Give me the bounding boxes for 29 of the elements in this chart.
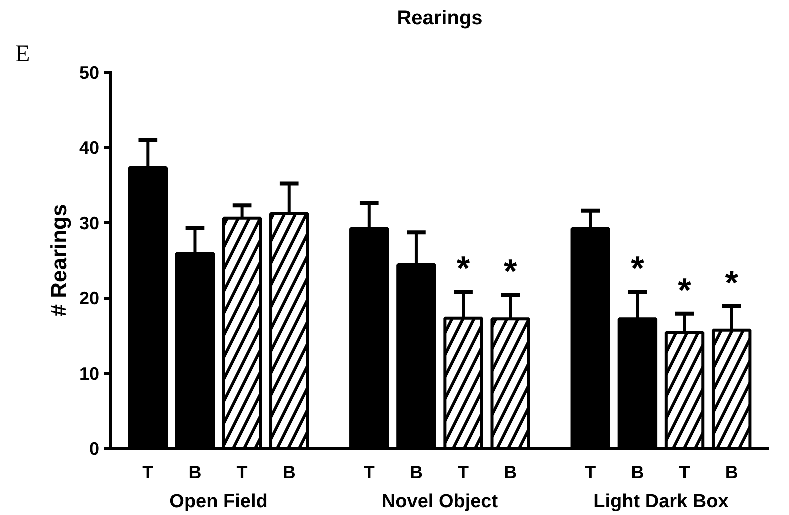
x-tick-label: B [410, 462, 423, 482]
data-label: * [725, 264, 740, 302]
y-tick-label: 30 [79, 213, 100, 234]
y-axis-title: # Rearings [46, 204, 72, 317]
text: E [16, 42, 30, 68]
x-tick-label: B [504, 462, 518, 482]
y-tick-label: 0 [89, 439, 100, 459]
y-tick-label: 20 [79, 288, 100, 309]
x-tick-label: B [188, 462, 202, 482]
x-tick-label: B [631, 462, 644, 482]
y-tick-label: 40 [79, 138, 100, 158]
data-label: * [504, 253, 518, 292]
text: Novel Object [382, 492, 499, 512]
data-label: * [678, 272, 692, 310]
x-tick-label: T [236, 462, 248, 482]
chart-title: Rearings [397, 8, 483, 30]
x-tick-label: T [364, 462, 375, 482]
x-tick-label: T [458, 462, 470, 482]
x-tick-label: T [585, 462, 596, 482]
x-tick-label: B [282, 462, 296, 482]
x-tick-label: T [679, 462, 690, 482]
text: Light Dark Box [594, 492, 730, 512]
y-tick-label: 50 [79, 63, 100, 83]
data-label: * [456, 250, 471, 288]
text: Open Field [170, 492, 268, 512]
x-tick-label: B [725, 462, 738, 482]
data-label: * [631, 250, 646, 288]
x-tick-label: T [142, 462, 154, 482]
y-tick-label: 10 [79, 364, 100, 384]
